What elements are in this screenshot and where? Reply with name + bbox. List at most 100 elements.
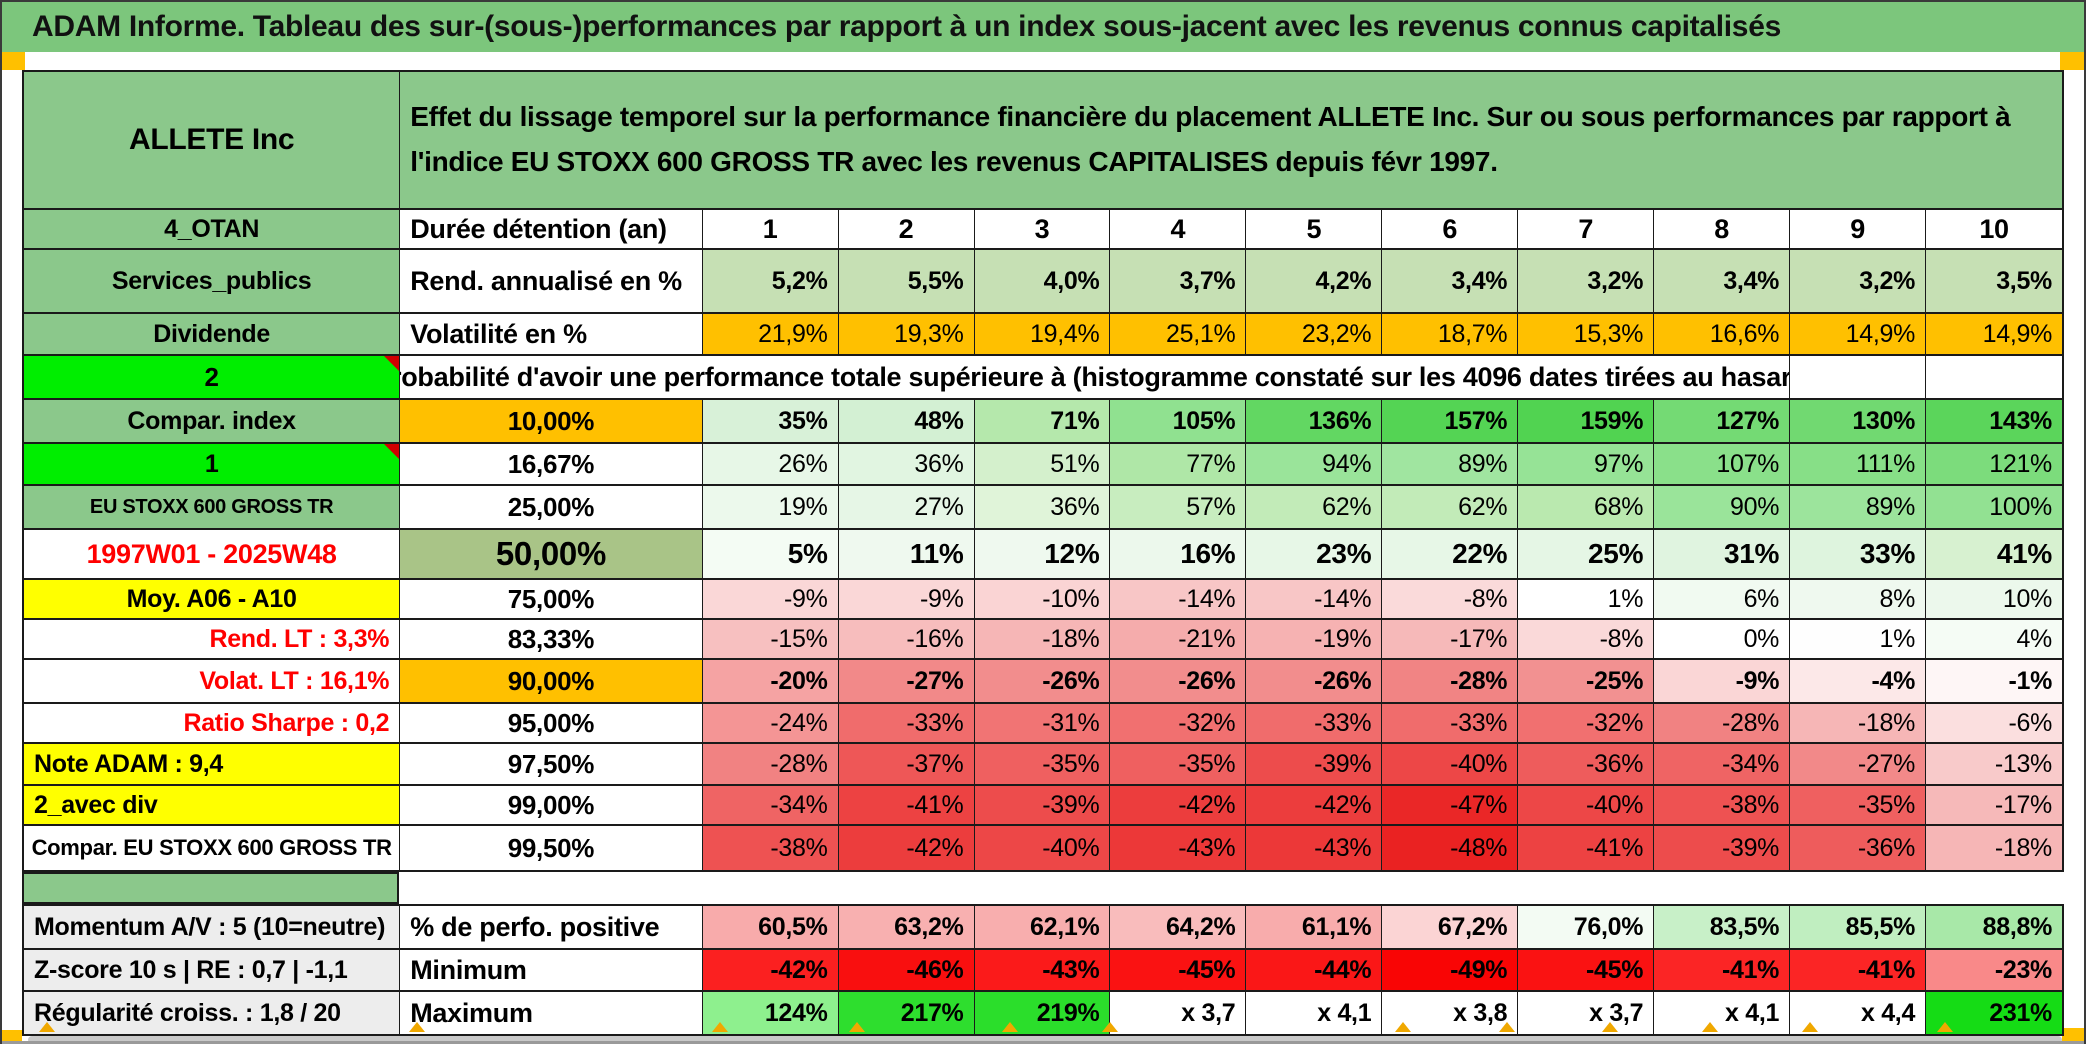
cell-seuil-99-y6[interactable]: -47% xyxy=(1382,786,1519,826)
cell-seuil-50-y6[interactable]: 22% xyxy=(1382,530,1519,580)
cell-seuil-83-y8[interactable]: 0% xyxy=(1654,620,1791,660)
cell-volatilite-y9[interactable]: 14,9% xyxy=(1790,314,1927,356)
cell-maximum-y8[interactable]: x 4,1 xyxy=(1654,992,1791,1034)
cell-seuil-83-y10[interactable]: 4% xyxy=(1926,620,2062,660)
cell-duree-detention-y7[interactable]: 7 xyxy=(1518,210,1655,250)
metric-seuil-83[interactable]: 83,33% xyxy=(400,620,703,660)
cell-minimum-y7[interactable]: -45% xyxy=(1518,950,1655,992)
cell-seuil-90-y4[interactable]: -26% xyxy=(1110,660,1247,704)
cell-seuil-995-y1[interactable]: -38% xyxy=(702,826,839,870)
cell-seuil-995-y7[interactable]: -41% xyxy=(1518,826,1655,870)
cell-minimum-y6[interactable]: -49% xyxy=(1382,950,1519,992)
cell-seuil-25-y3[interactable]: 36% xyxy=(974,486,1111,530)
metric-seuil-95[interactable]: 95,00% xyxy=(400,704,703,744)
cell-seuil-25-y2[interactable]: 27% xyxy=(838,486,975,530)
cell-seuil-975-y3[interactable]: -35% xyxy=(974,744,1111,786)
cell-seuil-95-y1[interactable]: -24% xyxy=(702,704,839,744)
cell-seuil-83-y7[interactable]: -8% xyxy=(1518,620,1655,660)
cell-maximum-y2[interactable]: 217% xyxy=(838,992,975,1034)
cell-seuil-16-y2[interactable]: 36% xyxy=(838,444,975,486)
metric-seuil-50[interactable]: 50,00% xyxy=(400,530,703,580)
cell-seuil-10-y8[interactable]: 127% xyxy=(1654,400,1791,444)
metric-volatilite[interactable]: Volatilité en % xyxy=(400,314,703,356)
cell-minimum-y5[interactable]: -44% xyxy=(1246,950,1383,992)
cell-rend-annualise-y10[interactable]: 3,5% xyxy=(1926,250,2062,314)
cell-seuil-16-y3[interactable]: 51% xyxy=(974,444,1111,486)
cell-seuil-90-y3[interactable]: -26% xyxy=(974,660,1111,704)
cell-volatilite-y1[interactable]: 21,9% xyxy=(702,314,839,356)
empty-cell[interactable] xyxy=(1790,356,1927,400)
cell-seuil-83-y1[interactable]: -15% xyxy=(702,620,839,660)
cell-perfo-positive-y10[interactable]: 88,8% xyxy=(1926,906,2062,950)
cell-seuil-16-y5[interactable]: 94% xyxy=(1246,444,1383,486)
cell-seuil-995-y4[interactable]: -43% xyxy=(1110,826,1247,870)
cell-seuil-99-y8[interactable]: -38% xyxy=(1654,786,1791,826)
cell-minimum-y9[interactable]: -41% xyxy=(1790,950,1927,992)
cell-rend-annualise-y1[interactable]: 5,2% xyxy=(702,250,839,314)
metric-seuil-16[interactable]: 16,67% xyxy=(400,444,703,486)
metric-seuil-25[interactable]: 25,00% xyxy=(400,486,703,530)
cell-perfo-positive-y9[interactable]: 85,5% xyxy=(1790,906,1927,950)
cell-minimum-y4[interactable]: -45% xyxy=(1110,950,1247,992)
cell-seuil-90-y2[interactable]: -27% xyxy=(838,660,975,704)
cell-volatilite-y7[interactable]: 15,3% xyxy=(1518,314,1655,356)
description-cell[interactable]: Effet du lissage temporel sur la perform… xyxy=(400,72,2062,210)
merged-title-cell[interactable]: Probabilité d'avoir une performance tota… xyxy=(400,356,1791,400)
cell-seuil-975-y6[interactable]: -40% xyxy=(1382,744,1519,786)
cell-seuil-995-y6[interactable]: -48% xyxy=(1382,826,1519,870)
cell-perfo-positive-y1[interactable]: 60,5% xyxy=(702,906,839,950)
cell-seuil-99-y9[interactable]: -35% xyxy=(1790,786,1927,826)
metric-maximum[interactable]: Maximum xyxy=(400,992,703,1034)
cell-seuil-975-y4[interactable]: -35% xyxy=(1110,744,1247,786)
cell-rend-annualise-y9[interactable]: 3,2% xyxy=(1790,250,1927,314)
cell-seuil-75-y10[interactable]: 10% xyxy=(1926,580,2062,620)
cell-seuil-25-y1[interactable]: 19% xyxy=(702,486,839,530)
cell-minimum-y10[interactable]: -23% xyxy=(1926,950,2062,992)
metric-seuil-975[interactable]: 97,50% xyxy=(400,744,703,786)
cell-volatilite-y2[interactable]: 19,3% xyxy=(838,314,975,356)
cell-seuil-95-y7[interactable]: -32% xyxy=(1518,704,1655,744)
metric-minimum[interactable]: Minimum xyxy=(400,950,703,992)
cell-rend-annualise-y6[interactable]: 3,4% xyxy=(1382,250,1519,314)
cell-seuil-99-y7[interactable]: -40% xyxy=(1518,786,1655,826)
cell-seuil-95-y4[interactable]: -32% xyxy=(1110,704,1247,744)
cell-seuil-95-y9[interactable]: -18% xyxy=(1790,704,1927,744)
cell-seuil-75-y1[interactable]: -9% xyxy=(702,580,839,620)
cell-seuil-975-y7[interactable]: -36% xyxy=(1518,744,1655,786)
row-label-seuil-16[interactable]: 1 xyxy=(24,444,401,486)
spacer-cell[interactable] xyxy=(22,872,399,904)
row-label-seuil-975[interactable]: Note ADAM : 9,4 xyxy=(24,744,401,786)
cell-seuil-95-y8[interactable]: -28% xyxy=(1654,704,1791,744)
cell-seuil-50-y4[interactable]: 16% xyxy=(1110,530,1247,580)
row-label-seuil-75[interactable]: Moy. A06 - A10 xyxy=(24,580,401,620)
empty-cell[interactable] xyxy=(1926,356,2062,400)
cell-seuil-90-y5[interactable]: -26% xyxy=(1246,660,1383,704)
cell-seuil-25-y8[interactable]: 90% xyxy=(1654,486,1791,530)
cell-seuil-95-y6[interactable]: -33% xyxy=(1382,704,1519,744)
cell-seuil-975-y5[interactable]: -39% xyxy=(1246,744,1383,786)
cell-seuil-90-y8[interactable]: -9% xyxy=(1654,660,1791,704)
cell-duree-detention-y1[interactable]: 1 xyxy=(702,210,839,250)
cell-seuil-90-y9[interactable]: -4% xyxy=(1790,660,1927,704)
cell-perfo-positive-y5[interactable]: 61,1% xyxy=(1246,906,1383,950)
cell-seuil-99-y5[interactable]: -42% xyxy=(1246,786,1383,826)
cell-seuil-99-y4[interactable]: -42% xyxy=(1110,786,1247,826)
metric-seuil-90[interactable]: 90,00% xyxy=(400,660,703,704)
cell-seuil-95-y10[interactable]: -6% xyxy=(1926,704,2062,744)
cell-seuil-25-y10[interactable]: 100% xyxy=(1926,486,2062,530)
cell-seuil-75-y5[interactable]: -14% xyxy=(1246,580,1383,620)
cell-duree-detention-y10[interactable]: 10 xyxy=(1926,210,2062,250)
cell-seuil-90-y7[interactable]: -25% xyxy=(1518,660,1655,704)
cell-seuil-995-y5[interactable]: -43% xyxy=(1246,826,1383,870)
metric-rend-annualise[interactable]: Rend. annualisé en % xyxy=(400,250,703,314)
cell-seuil-975-y2[interactable]: -37% xyxy=(838,744,975,786)
cell-seuil-50-y9[interactable]: 33% xyxy=(1790,530,1927,580)
row-label-volatilite[interactable]: Dividende xyxy=(24,314,401,356)
cell-seuil-99-y2[interactable]: -41% xyxy=(838,786,975,826)
cell-volatilite-y4[interactable]: 25,1% xyxy=(1110,314,1247,356)
cell-seuil-83-y4[interactable]: -21% xyxy=(1110,620,1247,660)
cell-seuil-995-y3[interactable]: -40% xyxy=(974,826,1111,870)
cell-seuil-25-y6[interactable]: 62% xyxy=(1382,486,1519,530)
cell-minimum-y3[interactable]: -43% xyxy=(974,950,1111,992)
row-label-seuil-25[interactable]: EU STOXX 600 GROSS TR xyxy=(24,486,401,530)
